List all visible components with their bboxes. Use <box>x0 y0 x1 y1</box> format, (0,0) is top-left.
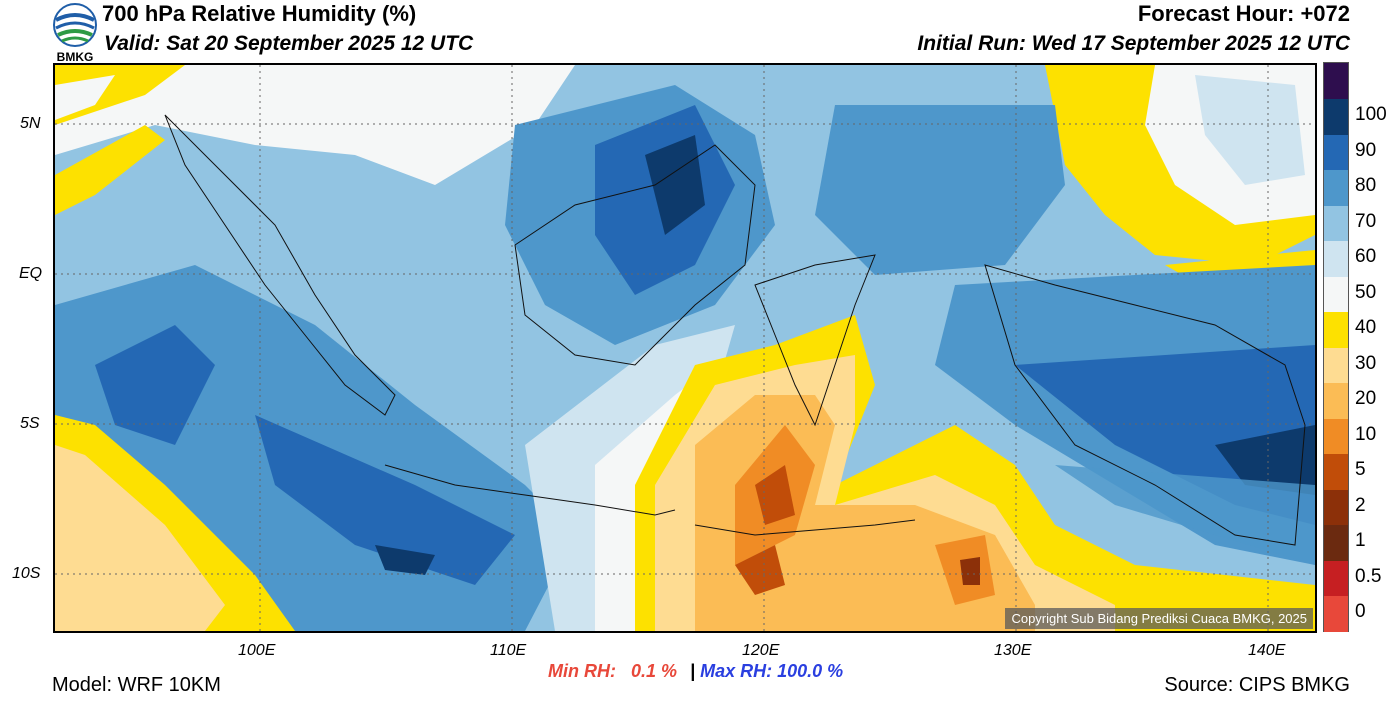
coastlines <box>164 114 1306 546</box>
min-rh-label: Min RH: <box>548 661 616 681</box>
colorbar-label: 20 <box>1355 388 1377 410</box>
lat-tick-10s: 10S <box>12 565 41 582</box>
colorbar-label: 0.5 <box>1355 565 1382 587</box>
map-title: 700 hPa Relative Humidity (%) <box>102 1 417 26</box>
colorbar-swatch <box>1324 169 1348 206</box>
max-rh-value: 100.0 % <box>777 661 844 681</box>
colorbar-swatch <box>1324 98 1348 135</box>
colorbar <box>1323 62 1349 632</box>
copyright-notice: Copyright Sub Bidang Prediksi Cuaca BMKG… <box>1005 608 1313 629</box>
lat-tick-5n: 5N <box>20 115 41 132</box>
colorbar-label: 2 <box>1355 494 1366 516</box>
stats-separator: | <box>690 661 696 681</box>
min-rh-value: 0.1 % <box>631 661 678 681</box>
humidity-map: Copyright Sub Bidang Prediksi Cuaca BMKG… <box>53 63 1317 633</box>
model-label: Model: WRF 10KM <box>52 674 221 696</box>
colorbar-swatch <box>1324 311 1348 348</box>
lon-tick-110e: 110E <box>490 642 527 659</box>
logo-text: BMKG <box>56 50 94 64</box>
colorbar-label: 30 <box>1355 352 1377 374</box>
rh-stats: Min RH: 0.1 % | Max RH: 100.0 % <box>548 661 843 682</box>
colorbar-label: 5 <box>1355 459 1366 481</box>
colorbar-swatch <box>1324 276 1348 312</box>
source-label: Source: CIPS BMKG <box>1164 674 1350 696</box>
colorbar-label: 50 <box>1355 281 1377 303</box>
graticule <box>55 65 1315 631</box>
lon-tick-140e: 140E <box>1248 642 1286 659</box>
colorbar-swatch <box>1324 205 1348 241</box>
colorbar-swatch <box>1324 524 1348 561</box>
bmkg-logo: BMKG <box>52 2 98 64</box>
colorbar-label: 80 <box>1355 175 1377 197</box>
colorbar-swatch <box>1324 453 1348 490</box>
initial-run: Initial Run: Wed 17 September 2025 12 UT… <box>917 32 1350 55</box>
colorbar-label: 10 <box>1355 423 1377 445</box>
colorbar-swatch <box>1324 489 1348 525</box>
colorbar-swatch <box>1324 134 1348 170</box>
forecast-hour: Forecast Hour: +072 <box>1137 1 1350 26</box>
colorbar-swatch <box>1324 63 1348 99</box>
colorbar-label: 0 <box>1355 601 1366 623</box>
colorbar-swatch <box>1324 382 1348 419</box>
colorbar-swatch <box>1324 595 1348 632</box>
colorbar-swatch <box>1324 560 1348 596</box>
colorbar-swatch <box>1324 240 1348 277</box>
colorbar-label: 1 <box>1355 530 1366 552</box>
colorbar-swatch <box>1324 418 1348 454</box>
colorbar-label: 40 <box>1355 317 1377 339</box>
colorbar-label: 70 <box>1355 210 1377 232</box>
valid-time: Valid: Sat 20 September 2025 12 UTC <box>104 32 474 55</box>
colorbar-label: 90 <box>1355 139 1377 161</box>
lat-tick-eq: EQ <box>19 265 43 282</box>
lon-tick-100e: 100E <box>238 642 276 659</box>
max-rh-label: Max RH: <box>700 661 773 681</box>
colorbar-swatch <box>1324 347 1348 383</box>
lon-tick-120e: 120E <box>742 642 780 659</box>
lat-tick-5s: 5S <box>20 415 40 432</box>
bmkg-logo-icon <box>53 3 97 47</box>
humidity-field <box>55 65 1315 631</box>
colorbar-label: 100 <box>1355 104 1387 126</box>
colorbar-label: 60 <box>1355 246 1377 268</box>
lon-tick-130e: 130E <box>994 642 1032 659</box>
